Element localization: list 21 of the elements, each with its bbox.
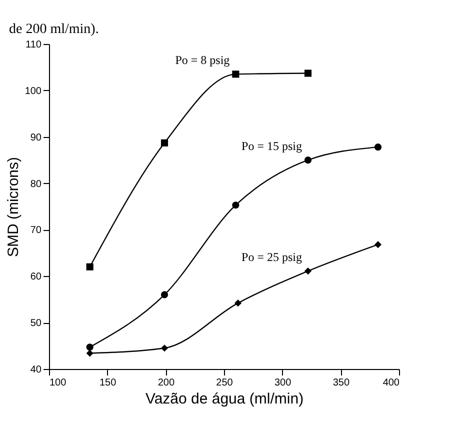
- series-label: Po = 25 psig: [242, 250, 302, 264]
- x-tick-label: 400: [382, 378, 400, 388]
- x-tick-label: 100: [50, 378, 67, 388]
- x-tick-label: 200: [158, 378, 175, 388]
- series-label: Po = 8 psig: [175, 53, 230, 68]
- y-tick-label: 60: [30, 272, 42, 283]
- y-tick-label: 80: [30, 178, 42, 190]
- y-tick-label: 90: [30, 132, 42, 144]
- x-axis-title: Vazão de água (ml/min): [145, 390, 304, 408]
- y-tick-label: 50: [30, 318, 42, 330]
- x-tick-label: 150: [99, 378, 117, 388]
- x-tick-label: 250: [216, 378, 234, 388]
- y-tick-label: 40: [30, 364, 42, 376]
- y-tick-label: 70: [30, 225, 42, 236]
- x-tick-label: 300: [274, 378, 292, 388]
- y-axis-title: SMD (microns): [4, 157, 22, 257]
- y-tick-label: 110: [26, 40, 42, 50]
- y-tick-label: 100: [24, 86, 42, 97]
- x-tick-label: 350: [332, 378, 350, 388]
- text: de 200 ml/min).: [9, 22, 99, 37]
- series-label: Po = 15 psig: [242, 139, 302, 154]
